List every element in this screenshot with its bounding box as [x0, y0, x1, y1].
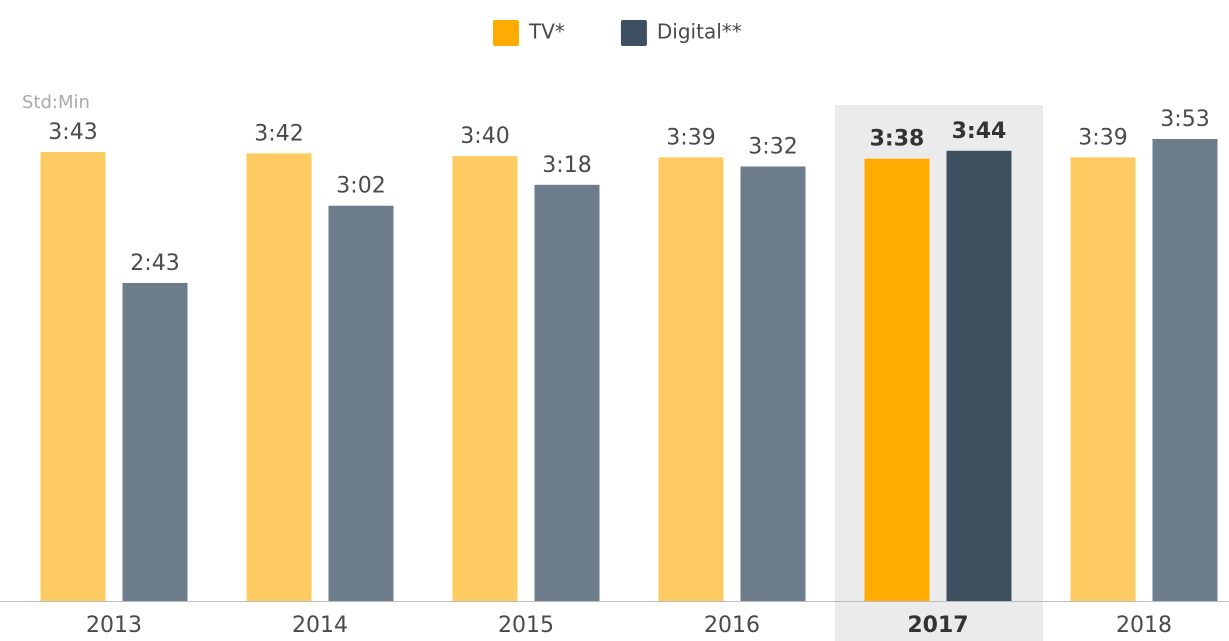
value-label: 3:32: [748, 134, 797, 159]
bar: [122, 282, 188, 601]
legend-label: Digital**: [657, 20, 742, 44]
bar: [40, 152, 106, 601]
x-tick-label: 2017: [907, 613, 968, 638]
x-tick-label: 2014: [292, 613, 348, 638]
value-label: 3:42: [254, 121, 303, 146]
bar: [328, 205, 394, 602]
bar: [740, 166, 806, 601]
x-tick-label: 2018: [1116, 613, 1172, 638]
value-label: 3:18: [542, 153, 591, 178]
value-label: 2:43: [130, 251, 179, 276]
value-label: 3:38: [870, 127, 925, 152]
value-label: 3:02: [336, 174, 385, 199]
bar: [1070, 157, 1136, 602]
value-label: 3:40: [460, 124, 509, 149]
bar: [1152, 139, 1218, 601]
x-tick-label: 2016: [704, 613, 760, 638]
value-label: 3:39: [666, 125, 715, 150]
bar: [946, 150, 1012, 601]
x-tick-label: 2013: [86, 613, 142, 638]
bar: [534, 184, 600, 601]
legend-label: TV*: [528, 20, 565, 44]
bar: [452, 156, 518, 601]
bar: [864, 158, 930, 602]
legend-swatch: [620, 20, 647, 46]
value-label: 3:39: [1078, 125, 1127, 150]
unit-label: Std:Min: [22, 92, 90, 113]
x-tick-label: 2015: [498, 613, 554, 638]
value-label: 3:43: [48, 120, 97, 145]
value-label: 3:53: [1160, 107, 1209, 132]
bar: [658, 157, 724, 602]
legend-swatch: [493, 20, 519, 46]
bar: [246, 153, 312, 601]
value-label: 3:44: [952, 119, 1007, 144]
